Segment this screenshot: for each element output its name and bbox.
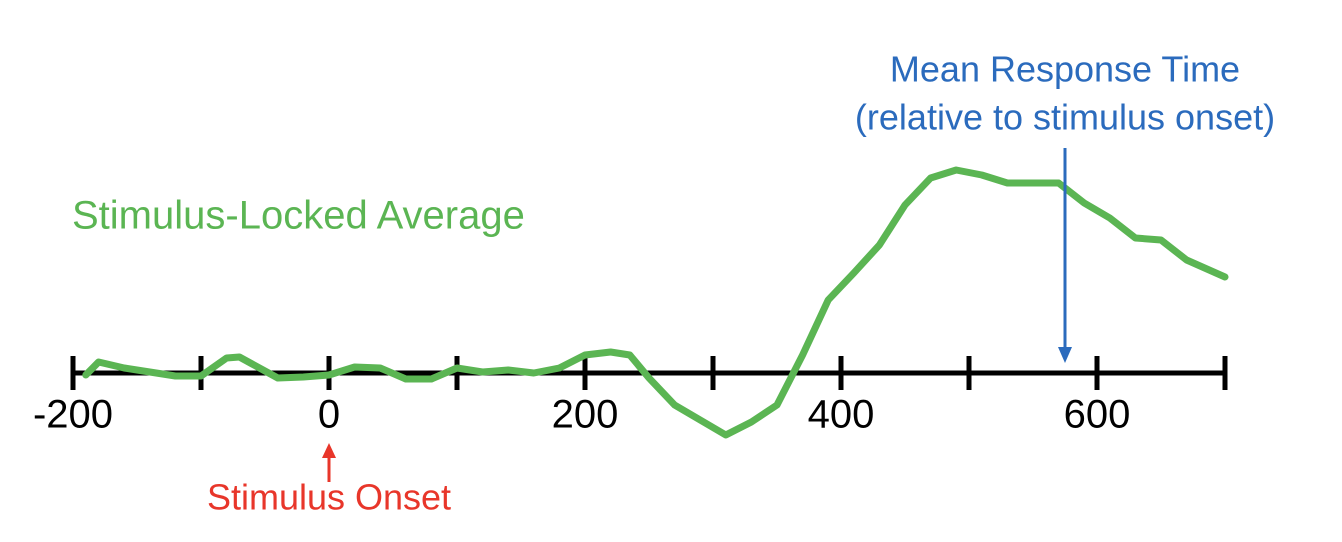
x-tick-label: 600	[1064, 393, 1131, 437]
x-tick-label: 200	[552, 393, 619, 437]
series-label: Stimulus-Locked Average	[72, 194, 525, 238]
x-tick-label: 0	[318, 393, 340, 437]
annotation-text: Stimulus Onset	[207, 477, 451, 518]
x-tick-label: -200	[33, 393, 113, 437]
line	[82, 166, 1229, 439]
annotation-text: (relative to stimulus onset)	[855, 97, 1275, 138]
annotation-text: Mean Response Time	[890, 49, 1240, 90]
annotation-arrowhead	[322, 443, 336, 458]
annotation-arrowhead	[1058, 347, 1072, 363]
x-tick-label: 400	[808, 393, 875, 437]
